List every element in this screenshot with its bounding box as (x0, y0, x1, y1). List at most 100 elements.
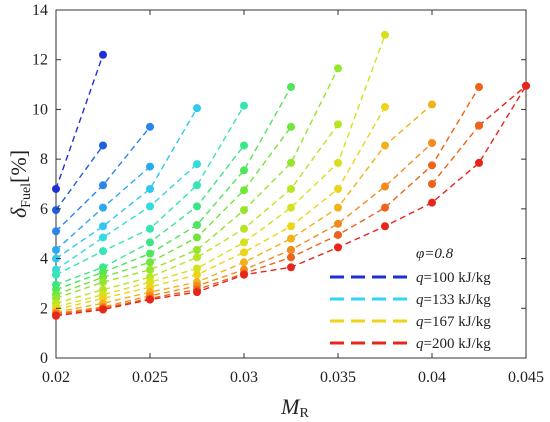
data-point (287, 234, 295, 243)
y-tick-label: 0 (40, 350, 48, 367)
data-point (287, 158, 295, 167)
data-point (99, 203, 107, 212)
y-tick-label: 12 (32, 52, 48, 69)
data-point (52, 206, 60, 215)
data-point (381, 203, 389, 212)
data-point (287, 253, 295, 262)
data-point (334, 184, 342, 193)
data-point (240, 186, 248, 195)
data-point (240, 206, 248, 215)
data-point (146, 295, 154, 304)
data-point (334, 230, 342, 239)
series-line-8 (55, 86, 292, 291)
y-axis-label-unit: [%] (6, 150, 31, 183)
data-point (240, 166, 248, 175)
x-axis-label-sub: R (299, 406, 309, 421)
data-point (287, 263, 295, 272)
data-point (334, 243, 342, 252)
data-point (146, 265, 154, 274)
y-axis-label-main: δ (6, 207, 31, 218)
data-point (99, 181, 107, 190)
data-point (381, 182, 389, 191)
series-line-4 (55, 107, 198, 260)
data-point (287, 122, 295, 131)
y-axis-ticks: 0 2 4 6 8 10 12 14 (32, 2, 526, 367)
data-point (240, 141, 248, 150)
x-tick-label: 0.02 (42, 369, 70, 386)
x-axis-label: MR (280, 394, 309, 421)
data-point (428, 100, 436, 109)
data-point (146, 258, 154, 267)
legend: φ=0.8 q=100 kJ/kgq=133 kJ/kgq=167 kJ/kgq… (330, 246, 491, 352)
y-tick-label: 2 (40, 300, 48, 317)
x-tick-label: 0.03 (230, 369, 258, 386)
data-point (475, 121, 483, 130)
y-axis-label: δFuel[%] (6, 150, 34, 218)
data-point (334, 64, 342, 73)
data-point (428, 161, 436, 170)
data-point (240, 238, 248, 247)
y-tick-label: 4 (40, 251, 48, 268)
series-line-0 (55, 54, 104, 190)
data-point (193, 245, 201, 254)
series-marks (52, 30, 530, 320)
data-point (146, 122, 154, 131)
data-point (475, 158, 483, 167)
data-point (240, 101, 248, 110)
data-point (193, 233, 201, 242)
data-point (99, 141, 107, 150)
data-point (99, 305, 107, 314)
y-tick-label: 10 (32, 101, 48, 118)
plot-area-frame (55, 9, 527, 359)
series-line-5 (55, 163, 198, 271)
data-point (240, 270, 248, 279)
data-point (146, 184, 154, 193)
y-tick-label: 8 (40, 151, 48, 168)
data-point (334, 120, 342, 129)
series-line-12 (55, 34, 386, 308)
data-point (193, 104, 201, 113)
data-point (334, 203, 342, 212)
data-point (52, 245, 60, 254)
data-point (52, 311, 60, 320)
data-point (240, 224, 248, 233)
data-point (334, 219, 342, 228)
data-point (381, 222, 389, 231)
data-point (193, 270, 201, 279)
x-tick-label: 0.04 (418, 369, 446, 386)
legend-label: q=133 kJ/kg (416, 292, 491, 308)
series-line-1 (55, 145, 104, 211)
data-point (99, 50, 107, 59)
data-point (193, 221, 201, 230)
data-point (146, 249, 154, 258)
data-point (99, 247, 107, 256)
data-point (193, 160, 201, 169)
data-point (381, 30, 389, 39)
data-point (146, 224, 154, 233)
legend-entries: q=100 kJ/kg q=133 kJ/kg q=167 kJ/kg q=200 k… (330, 270, 491, 352)
data-point (193, 264, 201, 273)
data-point (99, 278, 107, 287)
data-point (428, 138, 436, 147)
data-point (99, 222, 107, 231)
series-line-19 (431, 125, 480, 185)
data-point (146, 202, 154, 211)
data-point (193, 202, 201, 211)
data-point (240, 248, 248, 257)
y-tick-label: 6 (40, 201, 48, 218)
legend-title: φ=0.8 (416, 246, 454, 262)
data-point (146, 238, 154, 247)
legend-label: q=167 kJ/kg (416, 314, 491, 330)
x-tick-label: 0.025 (132, 369, 168, 386)
data-point (287, 184, 295, 193)
data-point (52, 270, 60, 279)
series-line-18 (478, 85, 527, 127)
data-point (287, 83, 295, 92)
data-point (52, 227, 60, 236)
data-point (428, 198, 436, 207)
data-point (381, 141, 389, 150)
x-axis-ticks: 0.02 0.025 0.03 0.035 0.04 0.045 (42, 10, 544, 386)
data-point (99, 233, 107, 242)
data-point (287, 203, 295, 212)
